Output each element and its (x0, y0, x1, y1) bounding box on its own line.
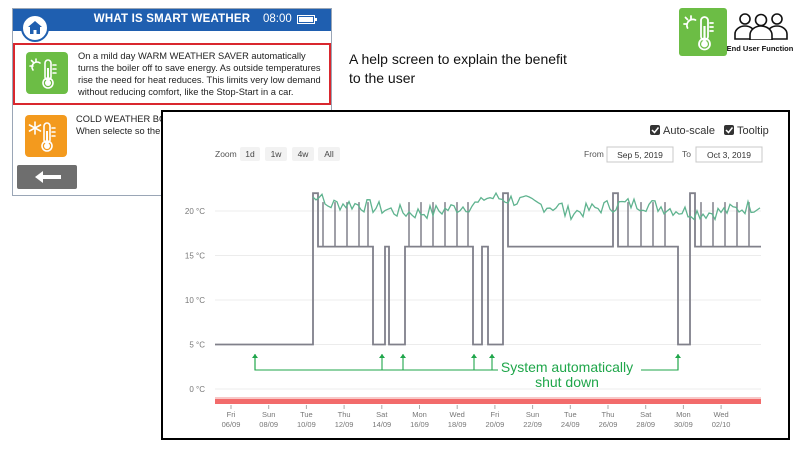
x-tick-day: Thu (602, 410, 615, 419)
arrow-up-icon (400, 354, 406, 358)
to-label: To (682, 149, 691, 159)
tooltip-label: Tooltip (737, 125, 769, 137)
annotation-bracket (641, 354, 679, 371)
x-tick-day: Fri (491, 410, 500, 419)
y-tick-label: 5 °C (189, 341, 205, 350)
x-tick-date: 16/09 (410, 420, 429, 429)
x-tick-date: 08/09 (259, 420, 278, 429)
zoom-1d-button[interactable]: 1d (240, 147, 260, 161)
x-tick-day: Sat (376, 410, 388, 419)
annotation-line-2: shut down (535, 374, 599, 390)
room-temperature-line (312, 191, 761, 222)
zoom-1w-button[interactable]: 1w (265, 147, 287, 161)
svg-text:All: All (324, 149, 334, 159)
annotation-line-1: System automatically (501, 359, 633, 375)
thermometer-snow-icon (25, 115, 67, 157)
x-tick-date: 06/09 (222, 420, 241, 429)
from-date-input[interactable]: Sep 5, 2019 (606, 146, 674, 163)
temperature-chart: Auto-scale Tooltip Zoom 1d 1w 4w All Fro… (185, 125, 769, 429)
svg-text:1d: 1d (245, 149, 255, 159)
autoscale-label: Auto-scale (663, 125, 715, 137)
zoom-4w-button[interactable]: 4w (292, 147, 314, 161)
x-tick-date: 22/09 (523, 420, 542, 429)
svg-text:Oct 3, 2019: Oct 3, 2019 (707, 150, 751, 160)
x-tick-day: Sun (526, 410, 539, 419)
svg-text:1w: 1w (271, 149, 283, 159)
x-tick-date: 28/09 (636, 420, 655, 429)
home-icon (28, 21, 42, 34)
svg-text:Sep 5, 2019: Sep 5, 2019 (617, 150, 663, 160)
x-tick-date: 20/09 (486, 420, 505, 429)
x-tick-day: Fri (227, 410, 236, 419)
screen-header: WHAT IS SMART WEATHER 08:00 (13, 9, 331, 31)
x-tick-day: Thu (338, 410, 351, 419)
x-tick-day: Tue (300, 410, 313, 419)
range-navigator[interactable] (215, 397, 761, 404)
y-tick-label: 10 °C (185, 296, 205, 305)
arrow-up-icon (489, 354, 495, 358)
arrow-up-icon (252, 354, 258, 358)
arrow-up-icon (379, 354, 385, 358)
warm-weather-saver-card[interactable]: On a mild day WARM WEATHER SAVER automat… (13, 43, 331, 105)
arrow-up-icon (471, 354, 477, 358)
to-date-input[interactable]: Oct 3, 2019 (695, 146, 763, 163)
x-tick-date: 24/09 (561, 420, 580, 429)
screen-title: WHAT IS SMART WEATHER (93, 13, 251, 25)
y-tick-label: 15 °C (185, 252, 205, 261)
y-axis: 0 °C 5 °C 10 °C 15 °C 20 °C (185, 207, 205, 394)
y-tick-label: 0 °C (189, 385, 205, 394)
autoscale-checkbox[interactable] (650, 125, 660, 135)
zoom-all-button[interactable]: All (318, 147, 340, 161)
arrow-left-icon (35, 171, 61, 183)
clock: 08:00 (263, 13, 292, 25)
caption: A help screen to explain the benefit to … (349, 51, 567, 86)
x-tick-day: Tue (564, 410, 577, 419)
back-button[interactable] (17, 165, 77, 189)
tooltip-checkbox[interactable] (724, 125, 734, 135)
x-tick-date: 14/09 (372, 420, 391, 429)
thermometer-sun-icon (26, 52, 68, 94)
home-button[interactable] (21, 14, 49, 42)
x-tick-day: Sun (262, 410, 275, 419)
x-tick-date: 02/10 (712, 420, 731, 429)
y-tick-label: 20 °C (185, 207, 205, 216)
x-tick-day: Sat (640, 410, 652, 419)
svg-text:4w: 4w (298, 149, 310, 159)
x-tick-day: Mon (676, 410, 691, 419)
x-tick-day: Wed (713, 410, 728, 419)
temperature-chart-panel: Auto-scale Tooltip Zoom 1d 1w 4w All Fro… (161, 110, 790, 440)
end-user-function-label: End User Function (726, 44, 794, 53)
x-axis: Fri06/09Sun08/09Tue10/09Thu12/09Sat14/09… (222, 405, 731, 429)
x-tick-date: 12/09 (335, 420, 354, 429)
users-icon (734, 13, 788, 40)
help-screen: WHAT IS SMART WEATHER 08:00 (12, 8, 332, 196)
x-tick-day: Wed (450, 410, 465, 419)
x-tick-date: 10/09 (297, 420, 316, 429)
arrow-up-icon (675, 354, 681, 358)
battery-icon (297, 15, 317, 24)
from-label: From (584, 149, 604, 159)
zoom-label: Zoom (215, 149, 237, 159)
card-description: On a mild day WARM WEATHER SAVER automat… (78, 51, 321, 97)
heating-demand-line (215, 192, 761, 346)
annotation-bracket (254, 354, 498, 371)
x-tick-date: 30/09 (674, 420, 693, 429)
x-tick-date: 26/09 (599, 420, 618, 429)
x-tick-date: 18/09 (448, 420, 467, 429)
thermometer-sun-icon (679, 8, 727, 56)
x-tick-day: Mon (412, 410, 427, 419)
series (215, 191, 761, 346)
